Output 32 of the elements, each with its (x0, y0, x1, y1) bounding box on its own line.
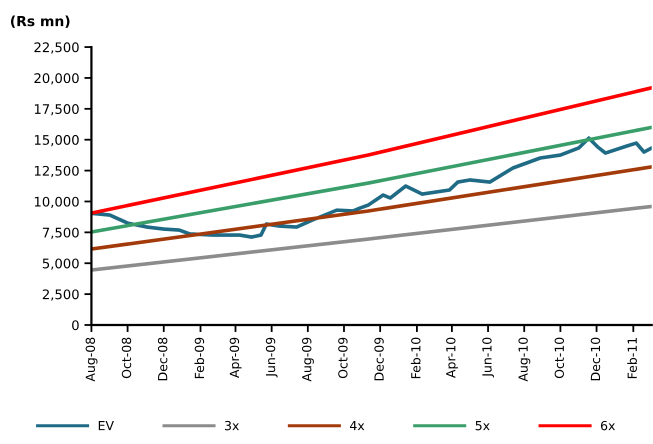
x-tick-label: Feb-09 (194, 338, 204, 378)
x-tick-label: Apr-10 (446, 338, 458, 378)
y-tick-label: 20,000 (34, 73, 79, 84)
x-tick-label: Jun-09 (266, 338, 278, 378)
x-tick-label: Oct-09 (338, 338, 348, 378)
x-tick-label: Feb-11 (627, 338, 637, 378)
y-tick-label: 12,500 (34, 166, 79, 178)
legend-label: 3x (224, 420, 239, 430)
x-tick-label: Apr-09 (230, 338, 242, 378)
y-tick-label: 2,500 (42, 289, 79, 301)
y-axis-title: (Rs mn) (10, 16, 70, 28)
y-tick-label: 10,000 (34, 196, 79, 208)
x-tick-label: Aug-08 (86, 338, 98, 382)
legend-label: 5x (476, 421, 490, 430)
y-tick-label: 7,500 (42, 228, 79, 239)
legend-label: 4x (350, 421, 364, 430)
x-tick-label: Dec-10 (590, 338, 600, 380)
x-tick-label: Dec-09 (374, 338, 384, 380)
x-tick-label: Oct-08 (122, 338, 132, 378)
x-tick-label: Oct-10 (554, 338, 564, 378)
y-tick-label: 17,500 (34, 104, 79, 116)
y-tick-label: 22,500 (34, 42, 79, 54)
x-tick-label: Dec-08 (158, 338, 168, 380)
legend-label: EV (98, 421, 114, 430)
y-tick-label: 5,000 (42, 258, 79, 270)
x-tick-label: Jun-10 (482, 338, 494, 378)
y-tick-label: 15,000 (34, 134, 79, 146)
legend-label: 6x (600, 420, 616, 430)
x-tick-label: Aug-10 (518, 338, 530, 382)
x-tick-label: Aug-09 (302, 338, 314, 382)
y-tick-label: 0 (72, 320, 79, 330)
x-tick-label: Feb-10 (410, 338, 421, 378)
